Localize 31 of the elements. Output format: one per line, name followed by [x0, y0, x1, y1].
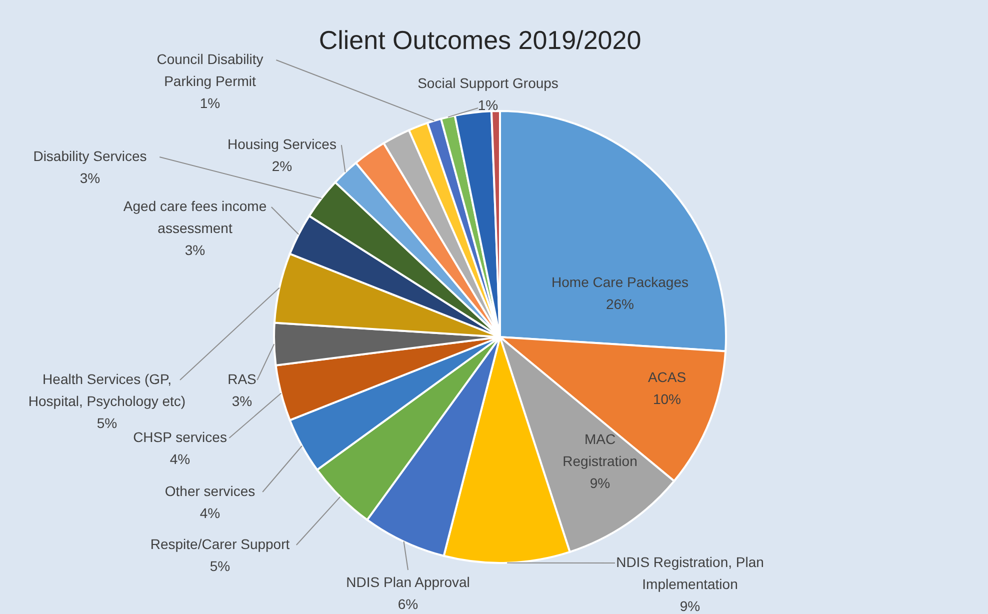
slice-label: Aged care fees income assessment	[123, 198, 267, 236]
data-label: 4%	[170, 451, 190, 467]
slice-label: NDIS Plan Approval	[346, 574, 470, 590]
data-label: 1%	[478, 97, 498, 113]
slice-label: RAS	[228, 371, 256, 387]
data-label: 5%	[210, 558, 230, 574]
slice-label: Home Care Packages	[552, 274, 688, 290]
data-label: 9%	[680, 598, 700, 614]
slice-label: Council Disability Parking Permit	[156, 51, 264, 89]
slice-label: Other services	[164, 483, 256, 499]
data-label: 26%	[606, 296, 634, 312]
slice-label: Housing Services	[228, 136, 336, 152]
data-label: 4%	[200, 505, 220, 521]
data-label: 3%	[232, 393, 252, 409]
data-label: 10%	[652, 391, 682, 407]
slice-label: NDIS Registration, Plan Implementation	[616, 554, 764, 592]
data-label: 9%	[590, 475, 610, 491]
slice-label: Respite/Carer Support	[150, 536, 290, 552]
data-label: 1%	[200, 95, 220, 111]
data-label: 3%	[80, 170, 100, 186]
slice-label: Disability Services	[33, 148, 147, 164]
data-label: 2%	[272, 158, 292, 174]
data-label: 6%	[398, 596, 418, 612]
slice-label: Social Support Groups	[418, 75, 558, 91]
slice-label: MAC Registration	[562, 431, 638, 469]
slice-label: ACAS	[648, 369, 686, 385]
data-label: 5%	[96, 415, 118, 431]
slice-label: Health Services (GP, Hospital, Psychology etc)	[28, 371, 186, 409]
slice-label: CHSP services	[133, 429, 227, 445]
chart-title: Client Outcomes 2019/2020	[318, 25, 642, 55]
data-label: 3%	[184, 242, 206, 258]
